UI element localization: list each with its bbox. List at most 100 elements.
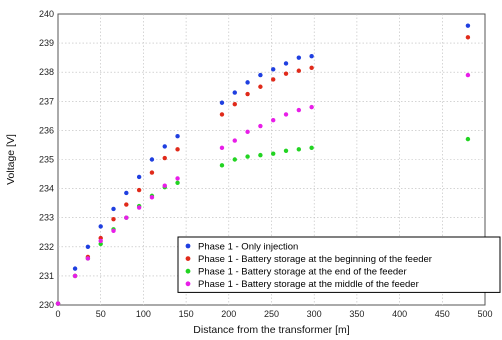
data-points: [55, 23, 471, 306]
data-point: [162, 155, 167, 161]
data-point: [98, 238, 103, 244]
data-point: [258, 123, 263, 129]
data-point: [136, 205, 142, 210]
y-axis-ticks: 230 231 232 233 234 235 236 237 238 239 240: [39, 9, 54, 310]
data-point: [124, 202, 129, 207]
data-point: [149, 157, 155, 162]
x-tick-label: 350: [349, 309, 364, 319]
data-point: [162, 144, 167, 149]
data-point: [465, 72, 471, 78]
data-point: [271, 77, 276, 82]
data-point: [309, 104, 314, 110]
data-point: [309, 53, 314, 59]
y-tick-label: 230: [39, 300, 54, 310]
data-point: [85, 244, 91, 249]
series-4: [55, 72, 471, 306]
data-point: [219, 163, 225, 168]
data-point: [245, 80, 250, 85]
data-point: [258, 72, 263, 78]
data-point: [136, 187, 142, 193]
data-point: [465, 136, 471, 142]
legend-marker: [185, 256, 191, 261]
data-point: [258, 84, 263, 89]
y-tick-label: 236: [39, 125, 54, 135]
data-point: [296, 55, 302, 60]
data-point: [232, 138, 237, 143]
data-point: [175, 147, 180, 152]
legend-marker: [185, 281, 191, 287]
data-point: [271, 67, 276, 72]
data-point: [258, 152, 263, 158]
data-point: [309, 145, 314, 151]
data-point: [111, 216, 116, 222]
y-tick-label: 235: [39, 155, 54, 165]
x-tick-label: 200: [221, 309, 236, 319]
y-tick-label: 240: [39, 9, 54, 19]
data-point: [245, 91, 250, 97]
data-point: [465, 23, 471, 28]
y-tick-label: 234: [39, 184, 54, 194]
data-point: [271, 118, 276, 123]
data-point: [72, 266, 78, 271]
data-point: [296, 107, 302, 113]
data-point: [309, 65, 314, 71]
data-point: [283, 71, 289, 76]
data-point: [283, 148, 289, 153]
data-point: [175, 134, 180, 139]
data-point: [124, 190, 129, 196]
data-point: [283, 112, 289, 117]
legend-box: [177, 236, 501, 293]
legend-marker: [185, 243, 191, 249]
x-tick-label: 150: [179, 309, 194, 319]
legend-marker: [185, 268, 191, 274]
data-point: [85, 256, 91, 261]
y-axis-label: Voltage [V]: [5, 134, 17, 185]
data-point: [136, 174, 142, 180]
data-point: [149, 170, 155, 175]
y-tick-label: 238: [39, 67, 54, 77]
x-axis-label: Distance from the transformer [m]: [193, 324, 349, 336]
data-point: [111, 206, 116, 212]
data-point: [162, 183, 167, 188]
x-tick-label: 50: [96, 309, 106, 319]
data-point: [232, 157, 237, 162]
data-point: [149, 195, 155, 200]
legend-entry: Phase 1 - Battery storage at the beginni…: [198, 254, 432, 265]
data-point: [111, 228, 116, 233]
x-tick-label: 100: [136, 309, 151, 319]
y-tick-label: 232: [39, 242, 54, 252]
data-point: [245, 154, 250, 159]
data-point: [283, 61, 289, 66]
data-point: [245, 129, 250, 135]
legend: Phase 1 - Only injection Phase 1 - Batter…: [177, 236, 501, 293]
x-tick-label: 400: [392, 309, 407, 319]
data-point: [98, 224, 103, 229]
data-point: [175, 180, 180, 185]
y-tick-label: 233: [39, 213, 54, 223]
x-tick-label: 300: [307, 309, 322, 319]
x-axis-ticks: 0 50 100 150 200 250 300 350 400 450 500: [55, 309, 492, 319]
data-point: [232, 90, 237, 95]
data-point: [219, 100, 225, 105]
data-point: [219, 112, 225, 117]
legend-entry: Phase 1 - Only injection: [198, 241, 298, 252]
data-point: [175, 176, 180, 181]
x-tick-label: 250: [264, 309, 279, 319]
legend-entry: Phase 1 - Battery storage at the end of …: [198, 267, 407, 278]
x-tick-label: 450: [435, 309, 450, 319]
data-point: [72, 273, 78, 279]
x-tick-label: 0: [55, 309, 60, 319]
data-point: [271, 151, 276, 156]
data-point: [465, 35, 471, 40]
data-point: [232, 102, 237, 107]
x-tick-label: 500: [477, 309, 492, 319]
data-point: [124, 215, 129, 220]
data-point: [55, 301, 61, 306]
y-tick-label: 231: [39, 271, 54, 281]
y-tick-label: 239: [39, 38, 54, 48]
data-point: [296, 68, 302, 73]
legend-entry: Phase 1 - Battery storage at the middle …: [198, 279, 419, 290]
data-point: [219, 145, 225, 151]
data-point: [296, 147, 302, 152]
